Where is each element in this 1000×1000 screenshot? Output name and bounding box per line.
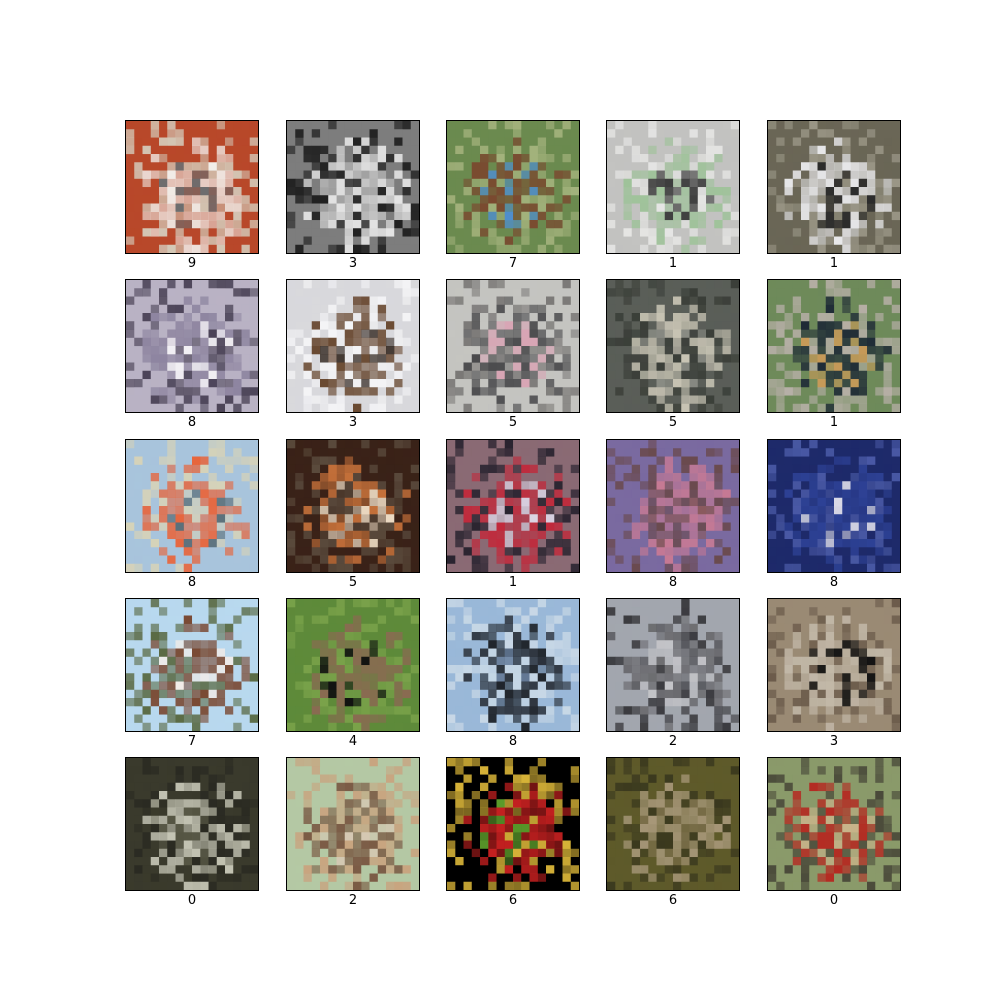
sample-image [286, 439, 420, 573]
class-label: 5 [508, 415, 518, 430]
sample-image [125, 757, 259, 891]
sample-image [446, 598, 580, 732]
sample-image [125, 120, 259, 254]
class-label: 2 [668, 734, 678, 749]
class-label: 5 [668, 415, 678, 430]
class-label: 1 [829, 415, 839, 430]
class-label: 8 [829, 575, 839, 590]
sample-image [767, 279, 901, 413]
sample-image [767, 120, 901, 254]
sample-image [286, 757, 420, 891]
class-label: 8 [187, 415, 197, 430]
class-label: 6 [508, 893, 518, 908]
class-label: 7 [187, 734, 197, 749]
class-label: 7 [508, 256, 518, 271]
sample-image [606, 598, 740, 732]
class-label: 1 [508, 575, 518, 590]
class-label: 8 [187, 575, 197, 590]
sample-image [446, 439, 580, 573]
sample-image [286, 279, 420, 413]
sample-image [125, 439, 259, 573]
sample-image [606, 757, 740, 891]
sample-image [767, 598, 901, 732]
class-label: 3 [348, 415, 358, 430]
class-label: 4 [348, 734, 358, 749]
sample-image [767, 757, 901, 891]
class-label: 5 [348, 575, 358, 590]
class-label: 8 [508, 734, 518, 749]
sample-image [446, 757, 580, 891]
class-label: 0 [187, 893, 197, 908]
sample-image [606, 439, 740, 573]
class-label: 2 [348, 893, 358, 908]
class-label: 8 [668, 575, 678, 590]
sample-image [606, 120, 740, 254]
sample-image [125, 279, 259, 413]
class-label: 0 [829, 893, 839, 908]
class-label: 1 [668, 256, 678, 271]
class-label: 1 [829, 256, 839, 271]
sample-image [606, 279, 740, 413]
sample-image [446, 120, 580, 254]
class-label: 3 [348, 256, 358, 271]
sample-image [446, 279, 580, 413]
sample-image [286, 120, 420, 254]
sample-image [286, 598, 420, 732]
sample-image [125, 598, 259, 732]
class-label: 9 [187, 256, 197, 271]
sample-image [767, 439, 901, 573]
class-label: 3 [829, 734, 839, 749]
class-label: 6 [668, 893, 678, 908]
